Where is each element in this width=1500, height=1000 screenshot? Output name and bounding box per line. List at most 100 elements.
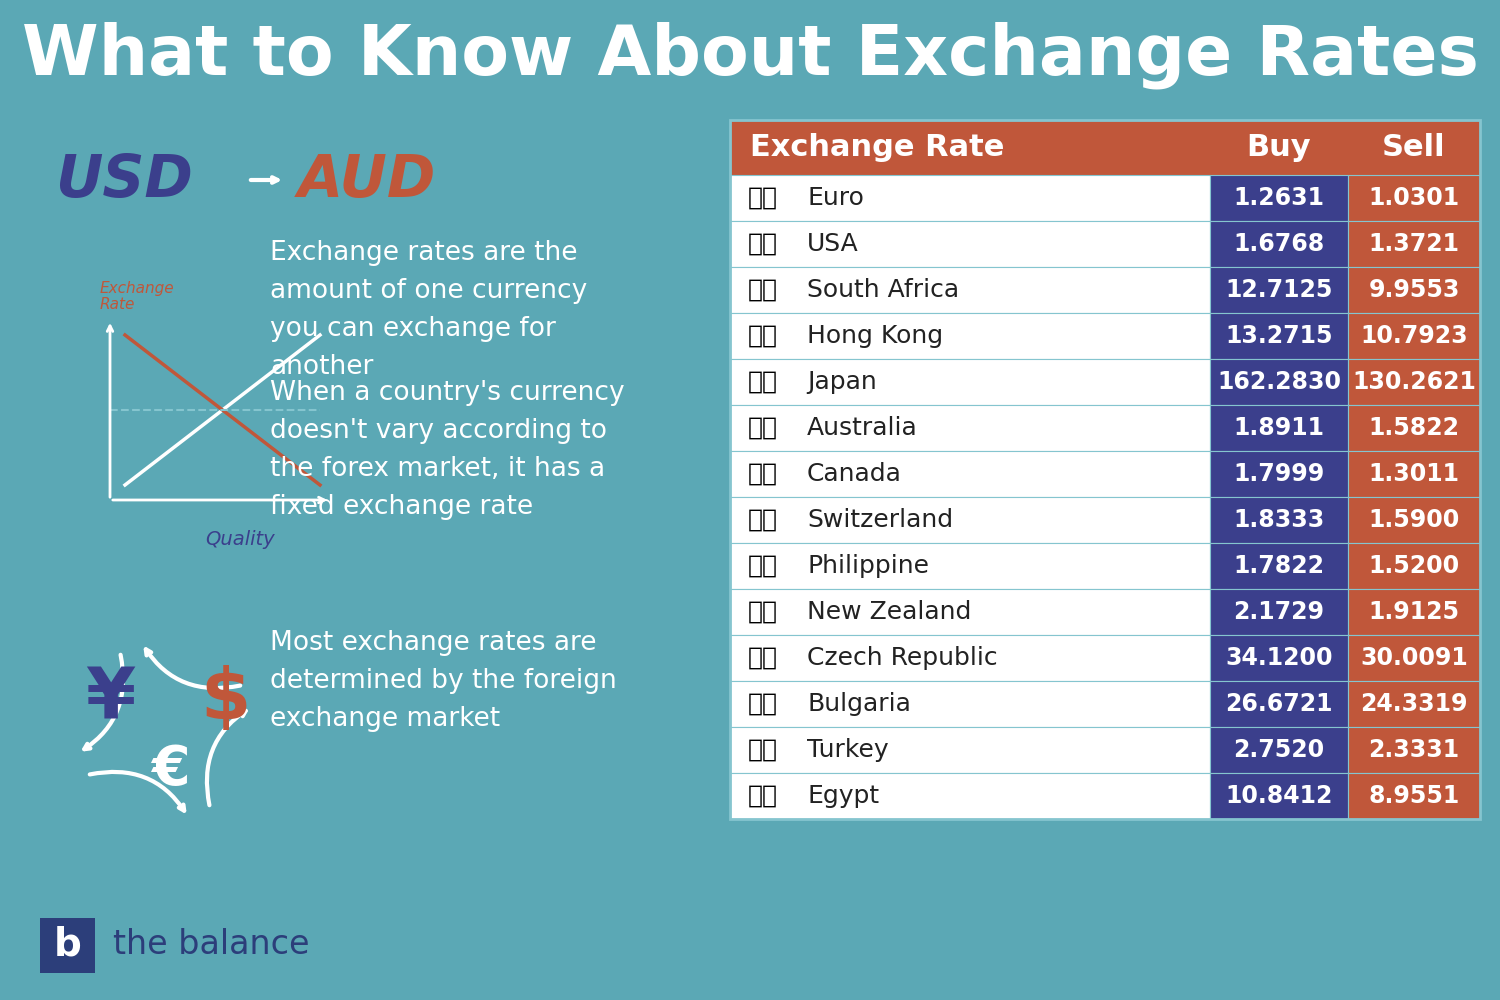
Text: Buy: Buy [1246, 133, 1311, 162]
FancyBboxPatch shape [1348, 681, 1480, 727]
FancyBboxPatch shape [1210, 175, 1348, 221]
Text: USA: USA [807, 232, 858, 256]
Text: 1.5200: 1.5200 [1368, 554, 1460, 578]
Text: 🇪🇬: 🇪🇬 [747, 784, 777, 808]
Text: 1.6768: 1.6768 [1233, 232, 1324, 256]
Text: 10.8412: 10.8412 [1226, 784, 1332, 808]
Text: 1.7999: 1.7999 [1233, 462, 1324, 486]
Text: 🇹🇷: 🇹🇷 [747, 738, 777, 762]
Text: 1.8911: 1.8911 [1233, 416, 1324, 440]
FancyBboxPatch shape [730, 635, 1210, 681]
FancyBboxPatch shape [1348, 727, 1480, 773]
Text: Egypt: Egypt [807, 784, 879, 808]
Text: 2.1729: 2.1729 [1233, 600, 1324, 624]
Text: When a country's currency
doesn't vary according to
the forex market, it has a
f: When a country's currency doesn't vary a… [270, 380, 624, 520]
Text: 🇨🇦: 🇨🇦 [747, 462, 777, 486]
Text: Euro: Euro [807, 186, 864, 210]
FancyBboxPatch shape [1210, 359, 1348, 405]
FancyBboxPatch shape [730, 497, 1210, 543]
FancyBboxPatch shape [1210, 451, 1348, 497]
Text: Switzerland: Switzerland [807, 508, 952, 532]
Text: Hong Kong: Hong Kong [807, 324, 944, 348]
Text: Japan: Japan [807, 370, 876, 394]
FancyBboxPatch shape [1348, 313, 1480, 359]
FancyBboxPatch shape [1210, 497, 1348, 543]
Text: USD: USD [56, 151, 194, 209]
Text: Turkey: Turkey [807, 738, 888, 762]
Text: 1.5900: 1.5900 [1368, 508, 1460, 532]
FancyBboxPatch shape [730, 175, 1210, 221]
Text: 2.7520: 2.7520 [1233, 738, 1324, 762]
FancyBboxPatch shape [1348, 773, 1480, 819]
Text: 10.7923: 10.7923 [1360, 324, 1468, 348]
Text: 🇿🇦: 🇿🇦 [747, 278, 777, 302]
FancyBboxPatch shape [730, 773, 1210, 819]
FancyBboxPatch shape [1348, 589, 1480, 635]
Text: 1.0301: 1.0301 [1368, 186, 1460, 210]
FancyBboxPatch shape [1348, 635, 1480, 681]
Text: New Zealand: New Zealand [807, 600, 972, 624]
Text: 🇭🇰: 🇭🇰 [747, 324, 777, 348]
Text: 12.7125: 12.7125 [1226, 278, 1332, 302]
FancyBboxPatch shape [1210, 681, 1348, 727]
Text: Exchange rates are the
amount of one currency
you can exchange for
another: Exchange rates are the amount of one cur… [270, 240, 588, 380]
FancyBboxPatch shape [1348, 405, 1480, 451]
FancyBboxPatch shape [730, 221, 1210, 267]
Text: Exchange
Rate: Exchange Rate [100, 281, 174, 312]
FancyBboxPatch shape [1210, 543, 1348, 589]
Text: 🇳🇿: 🇳🇿 [747, 600, 777, 624]
FancyBboxPatch shape [1348, 451, 1480, 497]
Text: 🇺🇸: 🇺🇸 [747, 232, 777, 256]
Text: AUD: AUD [298, 151, 436, 209]
Text: What to Know About Exchange Rates: What to Know About Exchange Rates [21, 21, 1479, 89]
Text: 🇧🇬: 🇧🇬 [747, 692, 777, 716]
FancyBboxPatch shape [1210, 313, 1348, 359]
Text: 8.9551: 8.9551 [1368, 784, 1460, 808]
Text: Exchange Rate: Exchange Rate [750, 133, 1005, 162]
Text: 1.2631: 1.2631 [1233, 186, 1324, 210]
Text: 1.3721: 1.3721 [1368, 232, 1460, 256]
FancyBboxPatch shape [730, 405, 1210, 451]
FancyBboxPatch shape [1348, 359, 1480, 405]
FancyBboxPatch shape [1348, 497, 1480, 543]
FancyBboxPatch shape [1210, 727, 1348, 773]
Text: 1.3011: 1.3011 [1368, 462, 1460, 486]
Text: Quality: Quality [206, 530, 274, 549]
Text: 🇦🇺: 🇦🇺 [747, 416, 777, 440]
FancyBboxPatch shape [1210, 405, 1348, 451]
Text: 130.2621: 130.2621 [1352, 370, 1476, 394]
FancyBboxPatch shape [40, 918, 94, 972]
FancyBboxPatch shape [1210, 267, 1348, 313]
Text: Australia: Australia [807, 416, 918, 440]
FancyBboxPatch shape [730, 267, 1210, 313]
FancyBboxPatch shape [730, 589, 1210, 635]
Text: 162.2830: 162.2830 [1216, 370, 1341, 394]
FancyBboxPatch shape [730, 543, 1210, 589]
FancyBboxPatch shape [1348, 267, 1480, 313]
Text: 1.7822: 1.7822 [1233, 554, 1324, 578]
FancyBboxPatch shape [1210, 221, 1348, 267]
Text: 🇪🇺: 🇪🇺 [747, 186, 777, 210]
Text: 1.5822: 1.5822 [1368, 416, 1460, 440]
FancyBboxPatch shape [730, 727, 1210, 773]
Text: 9.9553: 9.9553 [1368, 278, 1460, 302]
FancyBboxPatch shape [1348, 543, 1480, 589]
Text: Most exchange rates are
determined by the foreign
exchange market: Most exchange rates are determined by th… [270, 630, 616, 732]
Text: b: b [54, 926, 81, 964]
Text: 34.1200: 34.1200 [1226, 646, 1332, 670]
Text: 30.0091: 30.0091 [1360, 646, 1468, 670]
Text: 1.9125: 1.9125 [1368, 600, 1460, 624]
Text: 🇯🇵: 🇯🇵 [747, 370, 777, 394]
Text: €: € [150, 743, 189, 797]
Text: 🇨🇿: 🇨🇿 [747, 646, 777, 670]
Text: 🇵🇭: 🇵🇭 [747, 554, 777, 578]
FancyBboxPatch shape [730, 359, 1210, 405]
Text: Sell: Sell [1382, 133, 1446, 162]
Text: $: $ [200, 666, 250, 734]
Text: Czech Republic: Czech Republic [807, 646, 998, 670]
FancyBboxPatch shape [730, 451, 1210, 497]
FancyBboxPatch shape [1210, 635, 1348, 681]
Text: 24.3319: 24.3319 [1360, 692, 1467, 716]
Text: Bulgaria: Bulgaria [807, 692, 910, 716]
FancyBboxPatch shape [1210, 773, 1348, 819]
